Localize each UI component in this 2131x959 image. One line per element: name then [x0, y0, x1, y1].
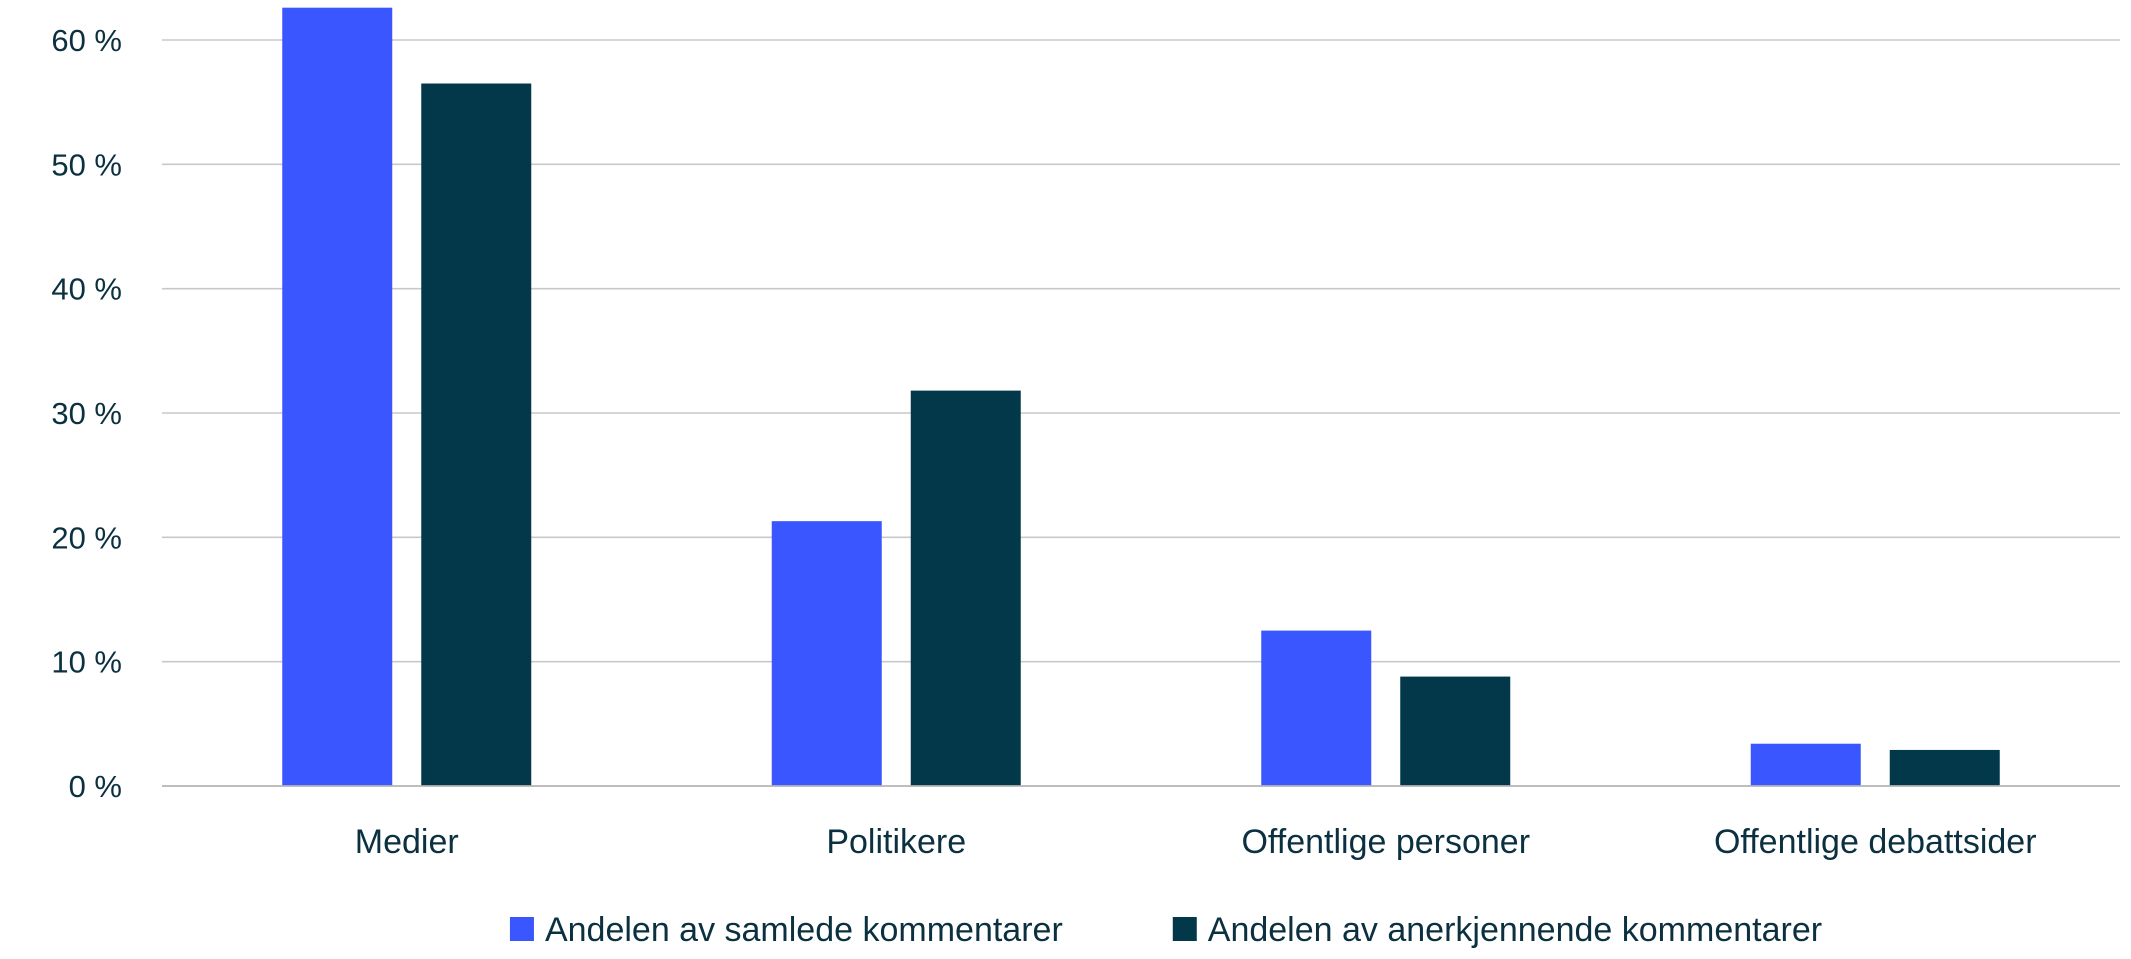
legend-item: Andelen av anerkjennende kommentarer — [1172, 911, 1822, 949]
y-tick-label: 50 % — [51, 147, 122, 182]
bar — [421, 83, 532, 787]
legend-swatch — [509, 917, 534, 941]
x-category-label: Medier — [355, 823, 459, 861]
x-category-label: Offentlige personer — [1241, 823, 1530, 861]
y-tick-label: 10 % — [51, 645, 122, 680]
bars — [282, 7, 2000, 787]
x-axis-category-labels: Medier Politikere Offentlige personer Offen… — [355, 823, 2037, 861]
bar — [282, 7, 393, 786]
legend-item: Andelen av samlede kommentarer — [509, 911, 1063, 949]
y-tick-label: 40 % — [51, 272, 122, 307]
bar — [1750, 743, 1861, 786]
y-tick-label: 20 % — [51, 520, 122, 555]
y-tick-label: 0 % — [69, 769, 122, 804]
bar — [1400, 676, 1511, 786]
y-tick-label: 60 % — [51, 23, 122, 58]
legend-swatch — [1172, 917, 1197, 941]
legend-label: Andelen av anerkjennende kommentarer — [1208, 911, 1822, 949]
y-axis-tick-labels: 0 % 10 % 20 % 30 % 40 % 50 % 60 % — [51, 23, 122, 804]
bar — [910, 390, 1021, 786]
legend: Andelen av samlede kommentarer Andelen av… — [509, 911, 1822, 949]
legend-label: Andelen av samlede kommentarer — [545, 911, 1063, 949]
bar — [1261, 630, 1372, 786]
x-category-label: Offentlige debattsider — [1714, 823, 2037, 861]
x-category-label: Politikere — [826, 823, 966, 861]
bar — [771, 521, 882, 786]
bar — [1889, 749, 2000, 786]
y-tick-label: 30 % — [51, 396, 122, 431]
